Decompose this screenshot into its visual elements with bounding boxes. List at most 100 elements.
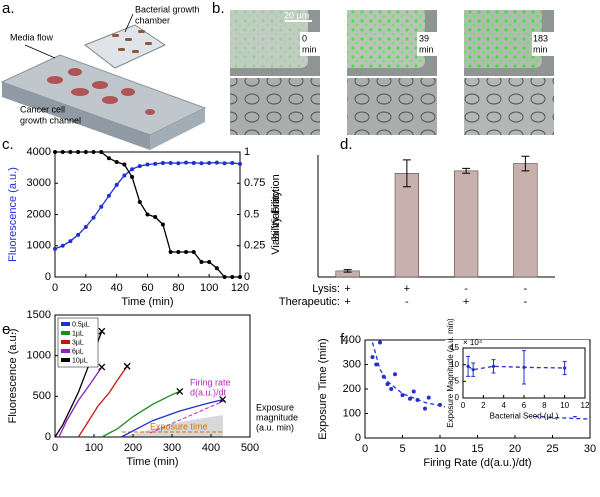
annotation: (a.u. min) bbox=[256, 422, 294, 432]
legend-swatch bbox=[61, 340, 70, 344]
point bbox=[400, 393, 405, 398]
y-tick-label: 0 bbox=[45, 431, 51, 443]
point bbox=[53, 150, 57, 154]
leader-line bbox=[24, 44, 56, 59]
bacteria bbox=[112, 30, 152, 53]
point bbox=[68, 150, 73, 154]
time-label: min bbox=[302, 44, 317, 54]
point bbox=[411, 389, 416, 394]
point bbox=[145, 212, 150, 217]
point bbox=[393, 372, 397, 377]
time-label: 39 bbox=[419, 33, 429, 43]
point bbox=[426, 395, 431, 400]
point bbox=[106, 193, 111, 198]
legend-label: 6µL bbox=[72, 348, 84, 355]
x-tick-label: 12 bbox=[581, 401, 590, 410]
y-tick-label: 3000 bbox=[27, 177, 51, 189]
y-axis-label: Fluorescence (a.u.) bbox=[7, 329, 19, 424]
y2-tick-label: 0.75 bbox=[244, 177, 265, 189]
legend-swatch bbox=[61, 322, 70, 326]
x-tick-label: 60 bbox=[141, 282, 153, 294]
point bbox=[423, 406, 427, 411]
x-tick-label: 500 bbox=[241, 442, 259, 454]
y-tick-label: 1000 bbox=[27, 350, 51, 362]
y-multiplier: × 10⁴ bbox=[463, 338, 483, 347]
end-marker bbox=[123, 362, 131, 370]
error-bar bbox=[466, 355, 471, 377]
panel-label: f. bbox=[340, 331, 348, 348]
point bbox=[214, 266, 219, 271]
x-tick-label: 80 bbox=[172, 282, 184, 294]
x-tick-label: 5 bbox=[399, 443, 405, 455]
condition-mark: + bbox=[344, 296, 350, 308]
y-axis-label: % Viability bbox=[270, 190, 282, 241]
chamber-label: Bacterial growth bbox=[135, 4, 200, 14]
point bbox=[122, 162, 127, 167]
x-tick-label: 4 bbox=[501, 401, 506, 410]
y-tick-label: 0 bbox=[45, 271, 51, 283]
point bbox=[222, 161, 227, 166]
error-bar bbox=[471, 362, 476, 377]
annotation: Exposure bbox=[256, 402, 294, 412]
point bbox=[160, 160, 165, 165]
channel-label: growth channel bbox=[20, 115, 81, 125]
condition-mark: + bbox=[344, 283, 350, 295]
legend-swatch bbox=[61, 358, 70, 362]
point bbox=[130, 175, 135, 179]
y-tick-label: 500 bbox=[33, 390, 51, 402]
point bbox=[122, 173, 127, 178]
error-bar bbox=[491, 359, 496, 374]
series-line bbox=[54, 161, 241, 250]
device-diagram: a. Media flow Bacterial growth chamber C… bbox=[0, 0, 207, 150]
condition-label: Therapeutic: bbox=[279, 296, 340, 308]
y-axis-label: Fluorescence (a.u.) bbox=[7, 167, 19, 262]
point bbox=[207, 260, 212, 264]
point bbox=[160, 222, 165, 227]
time-box bbox=[417, 32, 437, 56]
cells bbox=[347, 78, 437, 135]
y-tick-label: 2000 bbox=[27, 208, 51, 220]
y-tick-label: 400 bbox=[343, 334, 361, 346]
point bbox=[176, 161, 181, 166]
annotation: Exposure time bbox=[150, 421, 208, 431]
x-tick-label: 0 bbox=[362, 443, 368, 455]
y-tick-label: 1500 bbox=[27, 309, 51, 321]
time-box bbox=[532, 32, 554, 56]
y-tick-label: 10 bbox=[450, 360, 459, 369]
end-marker bbox=[219, 396, 227, 404]
annotation: magnitude bbox=[256, 412, 298, 422]
point bbox=[168, 250, 173, 254]
point bbox=[207, 160, 212, 165]
cancer-cells bbox=[47, 68, 155, 115]
chamber-label: chamber bbox=[135, 15, 170, 25]
point bbox=[91, 150, 96, 154]
fluorescence bbox=[347, 10, 425, 68]
micrographs: b. 20 µm 0 min 39 min 183 min bbox=[212, 0, 554, 135]
point bbox=[137, 164, 142, 169]
channel-side bbox=[150, 108, 205, 150]
x-tick-label: 40 bbox=[111, 282, 123, 294]
point bbox=[184, 250, 189, 254]
legend-label: 0.5µL bbox=[72, 321, 90, 328]
x-tick-label: 2 bbox=[481, 401, 486, 410]
series-line bbox=[120, 398, 223, 438]
point bbox=[370, 355, 375, 360]
legend-label: 1µL bbox=[72, 330, 84, 337]
x-tick-label: 120 bbox=[231, 282, 249, 294]
point bbox=[374, 362, 379, 367]
x-tick-label: 20 bbox=[509, 443, 521, 455]
point bbox=[83, 225, 88, 229]
y2-tick-label: 0.25 bbox=[244, 240, 265, 252]
series-line bbox=[467, 365, 565, 371]
point bbox=[153, 215, 158, 219]
end-marker bbox=[98, 363, 106, 371]
x-tick-label: 25 bbox=[546, 443, 558, 455]
x-tick-label: 100 bbox=[85, 442, 103, 454]
error-bar bbox=[562, 360, 567, 376]
point bbox=[222, 275, 227, 279]
error-bar bbox=[402, 159, 411, 188]
error-bar bbox=[462, 167, 471, 174]
point bbox=[60, 150, 65, 154]
flow-label: Media flow bbox=[10, 32, 54, 42]
